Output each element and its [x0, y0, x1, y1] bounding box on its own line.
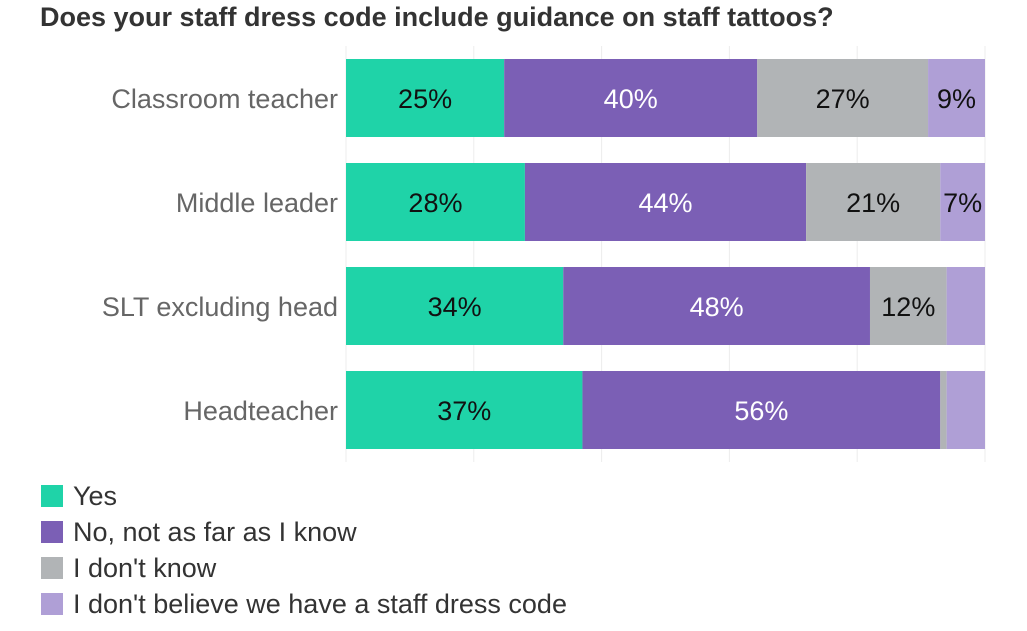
bar-segment — [869, 267, 947, 345]
bar-segment — [504, 59, 758, 137]
chart-legend: Yes No, not as far as I know I don't know I… — [41, 478, 567, 622]
legend-label: I don't know — [73, 552, 217, 583]
bar-segment — [346, 59, 505, 137]
legend-swatch — [41, 557, 63, 579]
data-label: 34% — [428, 292, 482, 322]
bar-segment — [928, 59, 985, 137]
legend-item: Yes — [41, 478, 567, 514]
bar-segment — [946, 267, 985, 345]
bar-segment — [582, 371, 941, 449]
bar-segment — [946, 371, 985, 449]
legend-item: I don't believe we have a staff dress co… — [41, 586, 567, 622]
data-label: 21% — [846, 188, 900, 218]
bar-segment — [940, 371, 947, 449]
category-label: Middle leader — [176, 188, 338, 218]
legend-label: I don't believe we have a staff dress co… — [73, 588, 567, 619]
data-label: 7% — [943, 188, 982, 218]
data-label: 27% — [816, 84, 870, 114]
data-label: 28% — [408, 188, 462, 218]
data-label: 37% — [437, 396, 491, 426]
category-label: Classroom teacher — [111, 84, 338, 114]
data-label: 48% — [690, 292, 744, 322]
bar-segment — [806, 163, 941, 241]
legend-swatch — [41, 485, 63, 507]
data-label: 9% — [937, 84, 976, 114]
legend-item: No, not as far as I know — [41, 514, 567, 550]
bar-segment — [346, 267, 564, 345]
bar-segment — [940, 163, 985, 241]
data-label: 40% — [604, 84, 658, 114]
bar-segment — [524, 163, 807, 241]
bar-segment — [346, 163, 525, 241]
bar-segment — [757, 59, 929, 137]
bar-segment — [563, 267, 870, 345]
category-label: SLT excluding head — [102, 292, 338, 322]
data-label: 56% — [734, 396, 788, 426]
legend-label: Yes — [73, 480, 118, 511]
chart-title: Does your staff dress code include guida… — [40, 2, 834, 32]
legend-label: No, not as far as I know — [73, 516, 357, 547]
bar-segment — [346, 371, 583, 449]
legend-item: I don't know — [41, 550, 567, 586]
legend-swatch — [41, 521, 63, 543]
data-label: 25% — [398, 84, 452, 114]
legend-swatch — [41, 593, 63, 615]
data-label: 44% — [638, 188, 692, 218]
data-label: 12% — [881, 292, 935, 322]
category-label: Headteacher — [183, 396, 338, 426]
